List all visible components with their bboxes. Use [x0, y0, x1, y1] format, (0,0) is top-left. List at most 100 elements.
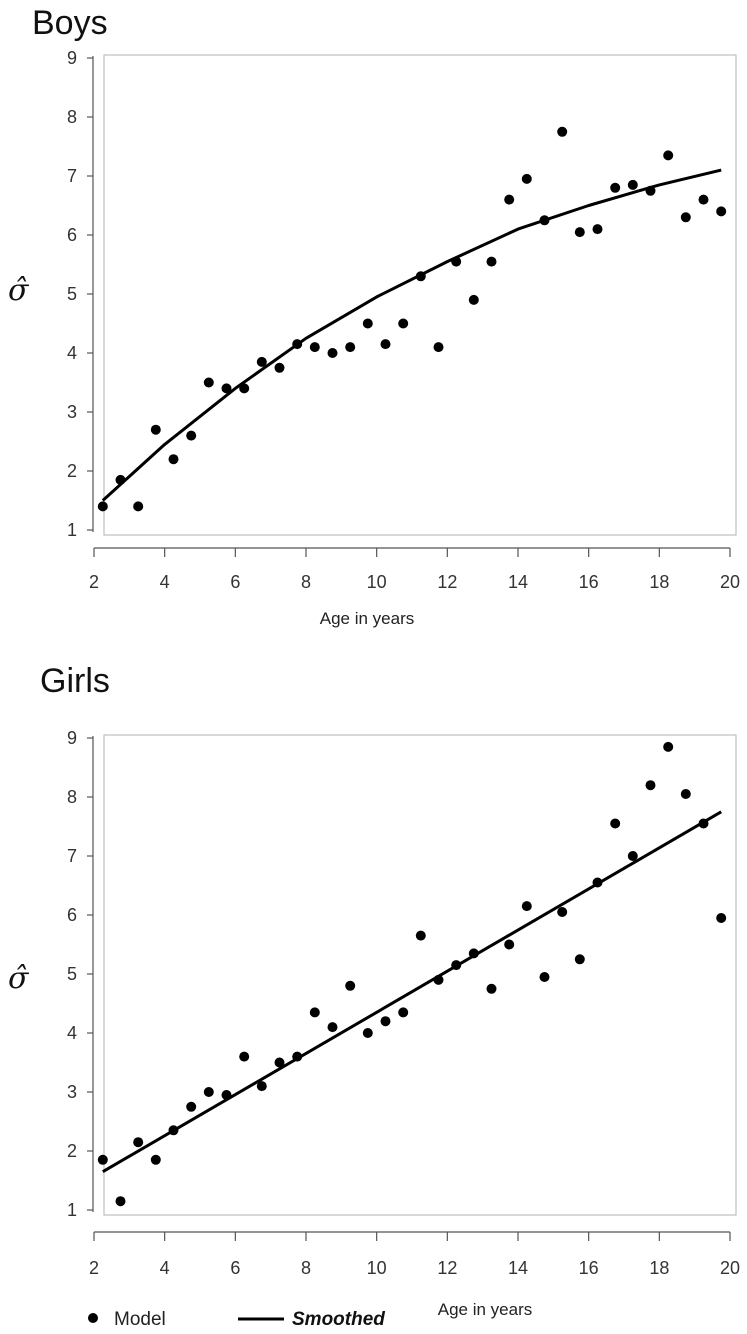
plot-frame — [103, 54, 737, 536]
y-tick-label: 1 — [67, 1200, 77, 1220]
plot-frame — [103, 734, 737, 1216]
model-point — [362, 1028, 373, 1038]
x-tick-label: 10 — [367, 1258, 387, 1278]
y-tick-label: 4 — [67, 1023, 77, 1043]
model-point — [309, 1007, 320, 1018]
y-tick-label: 3 — [67, 1082, 77, 1102]
x-tick-label: 6 — [230, 1258, 240, 1278]
smoothed-line — [101, 168, 722, 502]
x-tick-label: 20 — [720, 1258, 740, 1278]
model-point — [574, 954, 585, 965]
x-tick-label: 12 — [437, 1258, 457, 1278]
model-point — [274, 1057, 285, 1068]
model-point — [362, 318, 373, 329]
model-point — [521, 901, 532, 912]
y-tick-label: 9 — [67, 728, 77, 748]
x-axis-label: Age in years — [438, 1300, 533, 1319]
y-tick-label: 8 — [67, 107, 77, 127]
chart-title: Boys — [32, 4, 108, 42]
y-tick-label: 6 — [67, 225, 77, 245]
model-point — [133, 501, 144, 512]
model-point — [256, 356, 267, 367]
model-point — [186, 430, 197, 441]
legend: Model Smoothed — [88, 1309, 385, 1330]
smoothed-line — [102, 810, 722, 1173]
model-point — [504, 194, 515, 205]
model-point — [398, 318, 409, 329]
model-point — [274, 362, 285, 373]
x-tick-label: 2 — [89, 1258, 99, 1278]
y-tick-label: 5 — [67, 284, 77, 304]
y-axis-label: σ̂ — [8, 961, 30, 996]
model-point — [309, 342, 320, 353]
x-tick-label: 8 — [301, 1258, 311, 1278]
model-point — [345, 342, 356, 353]
y-tick-label: 1 — [67, 520, 77, 540]
model-point — [592, 224, 603, 235]
y-tick-label: 7 — [67, 846, 77, 866]
model-point — [327, 348, 338, 358]
model-point — [327, 1022, 338, 1033]
model-point — [133, 1137, 144, 1148]
model-point — [468, 294, 479, 305]
model-point — [574, 227, 585, 238]
model-point — [186, 1101, 197, 1112]
model-point — [716, 913, 727, 923]
model-point — [486, 983, 497, 994]
x-tick-label: 18 — [649, 572, 669, 592]
x-tick-label: 2 — [89, 572, 99, 592]
y-tick-label: 2 — [67, 461, 77, 481]
model-point — [610, 182, 621, 193]
x-tick-label: 12 — [437, 572, 457, 592]
model-point — [345, 980, 356, 991]
model-point — [539, 972, 550, 982]
y-tick-label: 6 — [67, 905, 77, 925]
model-point — [239, 383, 250, 394]
model-point — [97, 501, 108, 512]
x-tick-label: 14 — [508, 572, 528, 592]
x-tick-label: 4 — [160, 572, 170, 592]
x-tick-label: 8 — [301, 572, 311, 592]
y-tick-label: 8 — [67, 787, 77, 807]
model-point — [415, 930, 426, 941]
legend-model-label: Model — [114, 1309, 166, 1330]
model-point — [698, 194, 709, 205]
model-point — [627, 179, 638, 190]
model-point — [150, 1154, 161, 1165]
x-tick-label: 6 — [230, 572, 240, 592]
y-tick-label: 7 — [67, 166, 77, 186]
model-point — [645, 780, 656, 791]
legend-smoothed-label: Smoothed — [292, 1309, 385, 1330]
y-axis-label: σ̂ — [8, 273, 30, 308]
model-point — [557, 907, 568, 917]
y-tick-label: 2 — [67, 1141, 77, 1161]
model-point — [680, 789, 691, 799]
y-tick-label: 3 — [67, 402, 77, 422]
x-tick-label: 4 — [160, 1258, 170, 1278]
model-point — [521, 173, 532, 184]
model-point — [433, 342, 444, 353]
model-point — [398, 1007, 409, 1018]
y-tick-label: 9 — [67, 48, 77, 68]
model-point — [150, 424, 161, 435]
model-point — [115, 1196, 126, 1207]
model-point — [663, 741, 674, 752]
model-point — [627, 851, 638, 861]
x-tick-label: 20 — [720, 572, 740, 592]
model-point — [380, 339, 391, 350]
model-point — [239, 1051, 250, 1062]
x-tick-label: 16 — [579, 1258, 599, 1278]
chart-title: Girls — [40, 662, 110, 700]
model-point — [557, 126, 568, 137]
y-tick-label: 4 — [67, 343, 77, 363]
model-point — [380, 1016, 391, 1027]
model-point — [203, 377, 214, 388]
model-point — [680, 212, 691, 223]
x-axis-label: Age in years — [320, 609, 415, 628]
model-point — [663, 150, 674, 161]
model-point — [168, 454, 179, 465]
model-point — [256, 1081, 267, 1092]
y-tick-label: 5 — [67, 964, 77, 984]
